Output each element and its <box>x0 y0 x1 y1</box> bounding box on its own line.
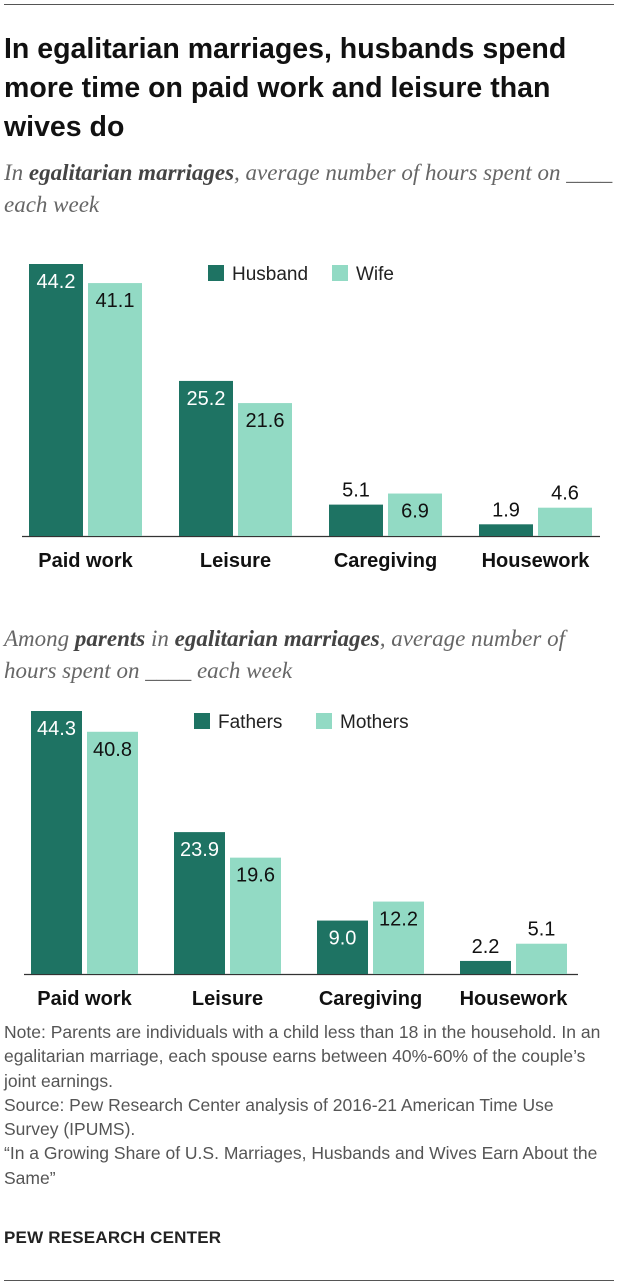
data-label-fathers-paid-work: 44.3 <box>37 718 76 740</box>
data-label-fathers-housework: 2.2 <box>472 936 500 958</box>
data-label-wife-caregiving: 6.9 <box>401 501 429 523</box>
bar-mothers-leisure <box>230 857 281 974</box>
top-rule <box>4 4 614 5</box>
notes-block: Note: Parents are individuals with a chi… <box>4 1020 610 1190</box>
data-label-wife-housework: 4.6 <box>551 483 579 505</box>
chart-parents: 44.3 40.8 Paid work 23.9 19.6 Leisure 9.0 12.2 C… <box>24 711 578 1010</box>
subtitle-2-post: , average number of hours spent on ____ … <box>4 626 565 683</box>
legend-swatch-wife <box>332 265 348 281</box>
chart-title: In egalitarian marriages, husbands spend… <box>4 33 567 143</box>
data-label-wife-paid-work: 41.1 <box>96 290 135 312</box>
chart-subtitle-1: In egalitarian marriages, average number… <box>4 157 614 221</box>
data-label-fathers-caregiving: 9.0 <box>329 928 357 950</box>
chart-all-couples: 44.2 41.1 Paid work 25.2 21.6 Leisure 5.1 6.9 Ca… <box>22 264 600 572</box>
legend-label-husband: Husband <box>232 264 308 285</box>
data-label-fathers-leisure: 23.9 <box>180 839 219 861</box>
category-label-housework: Housework <box>482 550 591 572</box>
legend-swatch-husband <box>208 265 224 281</box>
subtitle-2-bold-2: egalitarian marriages <box>174 626 380 651</box>
bar-husband-caregiving <box>329 504 383 536</box>
report-title: “In a Growing Share of U.S. Marriages, H… <box>4 1143 598 1188</box>
data-label-mothers-caregiving: 12.2 <box>379 909 418 931</box>
bar-fathers-leisure <box>174 832 225 974</box>
category-label-leisure: Leisure <box>192 988 263 1010</box>
bar-mothers-caregiving <box>373 901 424 974</box>
bar-husband-leisure <box>179 380 233 536</box>
bar-husband-paid-work <box>29 264 83 536</box>
data-label-husband-leisure: 25.2 <box>187 388 226 410</box>
data-label-mothers-housework: 5.1 <box>528 919 556 941</box>
category-label-leisure: Leisure <box>200 550 271 572</box>
category-label-housework: Housework <box>460 988 569 1010</box>
note-text: Note: Parents are individuals with a chi… <box>4 1022 601 1091</box>
bar-husband-housework <box>479 524 533 536</box>
subtitle-1-post: , average number of hours spent on ____ … <box>4 160 613 217</box>
bar-fathers-caregiving <box>317 920 368 974</box>
chart-subtitle-2: Among parents in egalitarian marriages, … <box>4 623 614 687</box>
category-label-caregiving: Caregiving <box>334 550 437 572</box>
bar-wife-leisure <box>238 403 292 536</box>
category-label-paid-work: Paid work <box>38 550 133 572</box>
legend-label-mothers: Mothers <box>340 712 409 733</box>
bar-fathers-paid-work <box>31 711 82 974</box>
data-label-mothers-leisure: 19.6 <box>236 865 275 887</box>
data-label-husband-housework: 1.9 <box>492 499 520 521</box>
bar-wife-caregiving <box>388 493 442 536</box>
data-label-husband-paid-work: 44.2 <box>37 271 76 293</box>
subtitle-1-pre: In <box>4 160 29 185</box>
data-label-mothers-paid-work: 40.8 <box>93 739 132 761</box>
bottom-rule <box>4 1280 614 1281</box>
bar-mothers-housework <box>516 943 567 974</box>
subtitle-2-bold-1: parents <box>74 626 146 651</box>
subtitle-2-pre: Among <box>4 626 75 651</box>
subtitle-1-bold: egalitarian marriages <box>28 160 235 185</box>
legend-swatch-fathers <box>194 713 210 729</box>
bar-wife-housework <box>538 507 592 536</box>
category-label-caregiving: Caregiving <box>319 988 422 1010</box>
bar-wife-paid-work <box>88 283 142 536</box>
legend-label-wife: Wife <box>356 264 394 285</box>
data-label-husband-caregiving: 5.1 <box>342 480 370 502</box>
legend-swatch-mothers <box>316 713 332 729</box>
bar-fathers-housework <box>460 960 511 974</box>
subtitle-2-mid: in <box>145 626 175 651</box>
source-text: Source: Pew Research Center analysis of … <box>4 1094 554 1140</box>
category-label-paid-work: Paid work <box>37 988 132 1010</box>
legend-label-fathers: Fathers <box>218 712 282 733</box>
data-label-wife-leisure: 21.6 <box>246 410 285 432</box>
footer-logo-text: PEW RESEARCH CENTER <box>4 1228 222 1247</box>
bar-mothers-paid-work <box>87 731 138 974</box>
